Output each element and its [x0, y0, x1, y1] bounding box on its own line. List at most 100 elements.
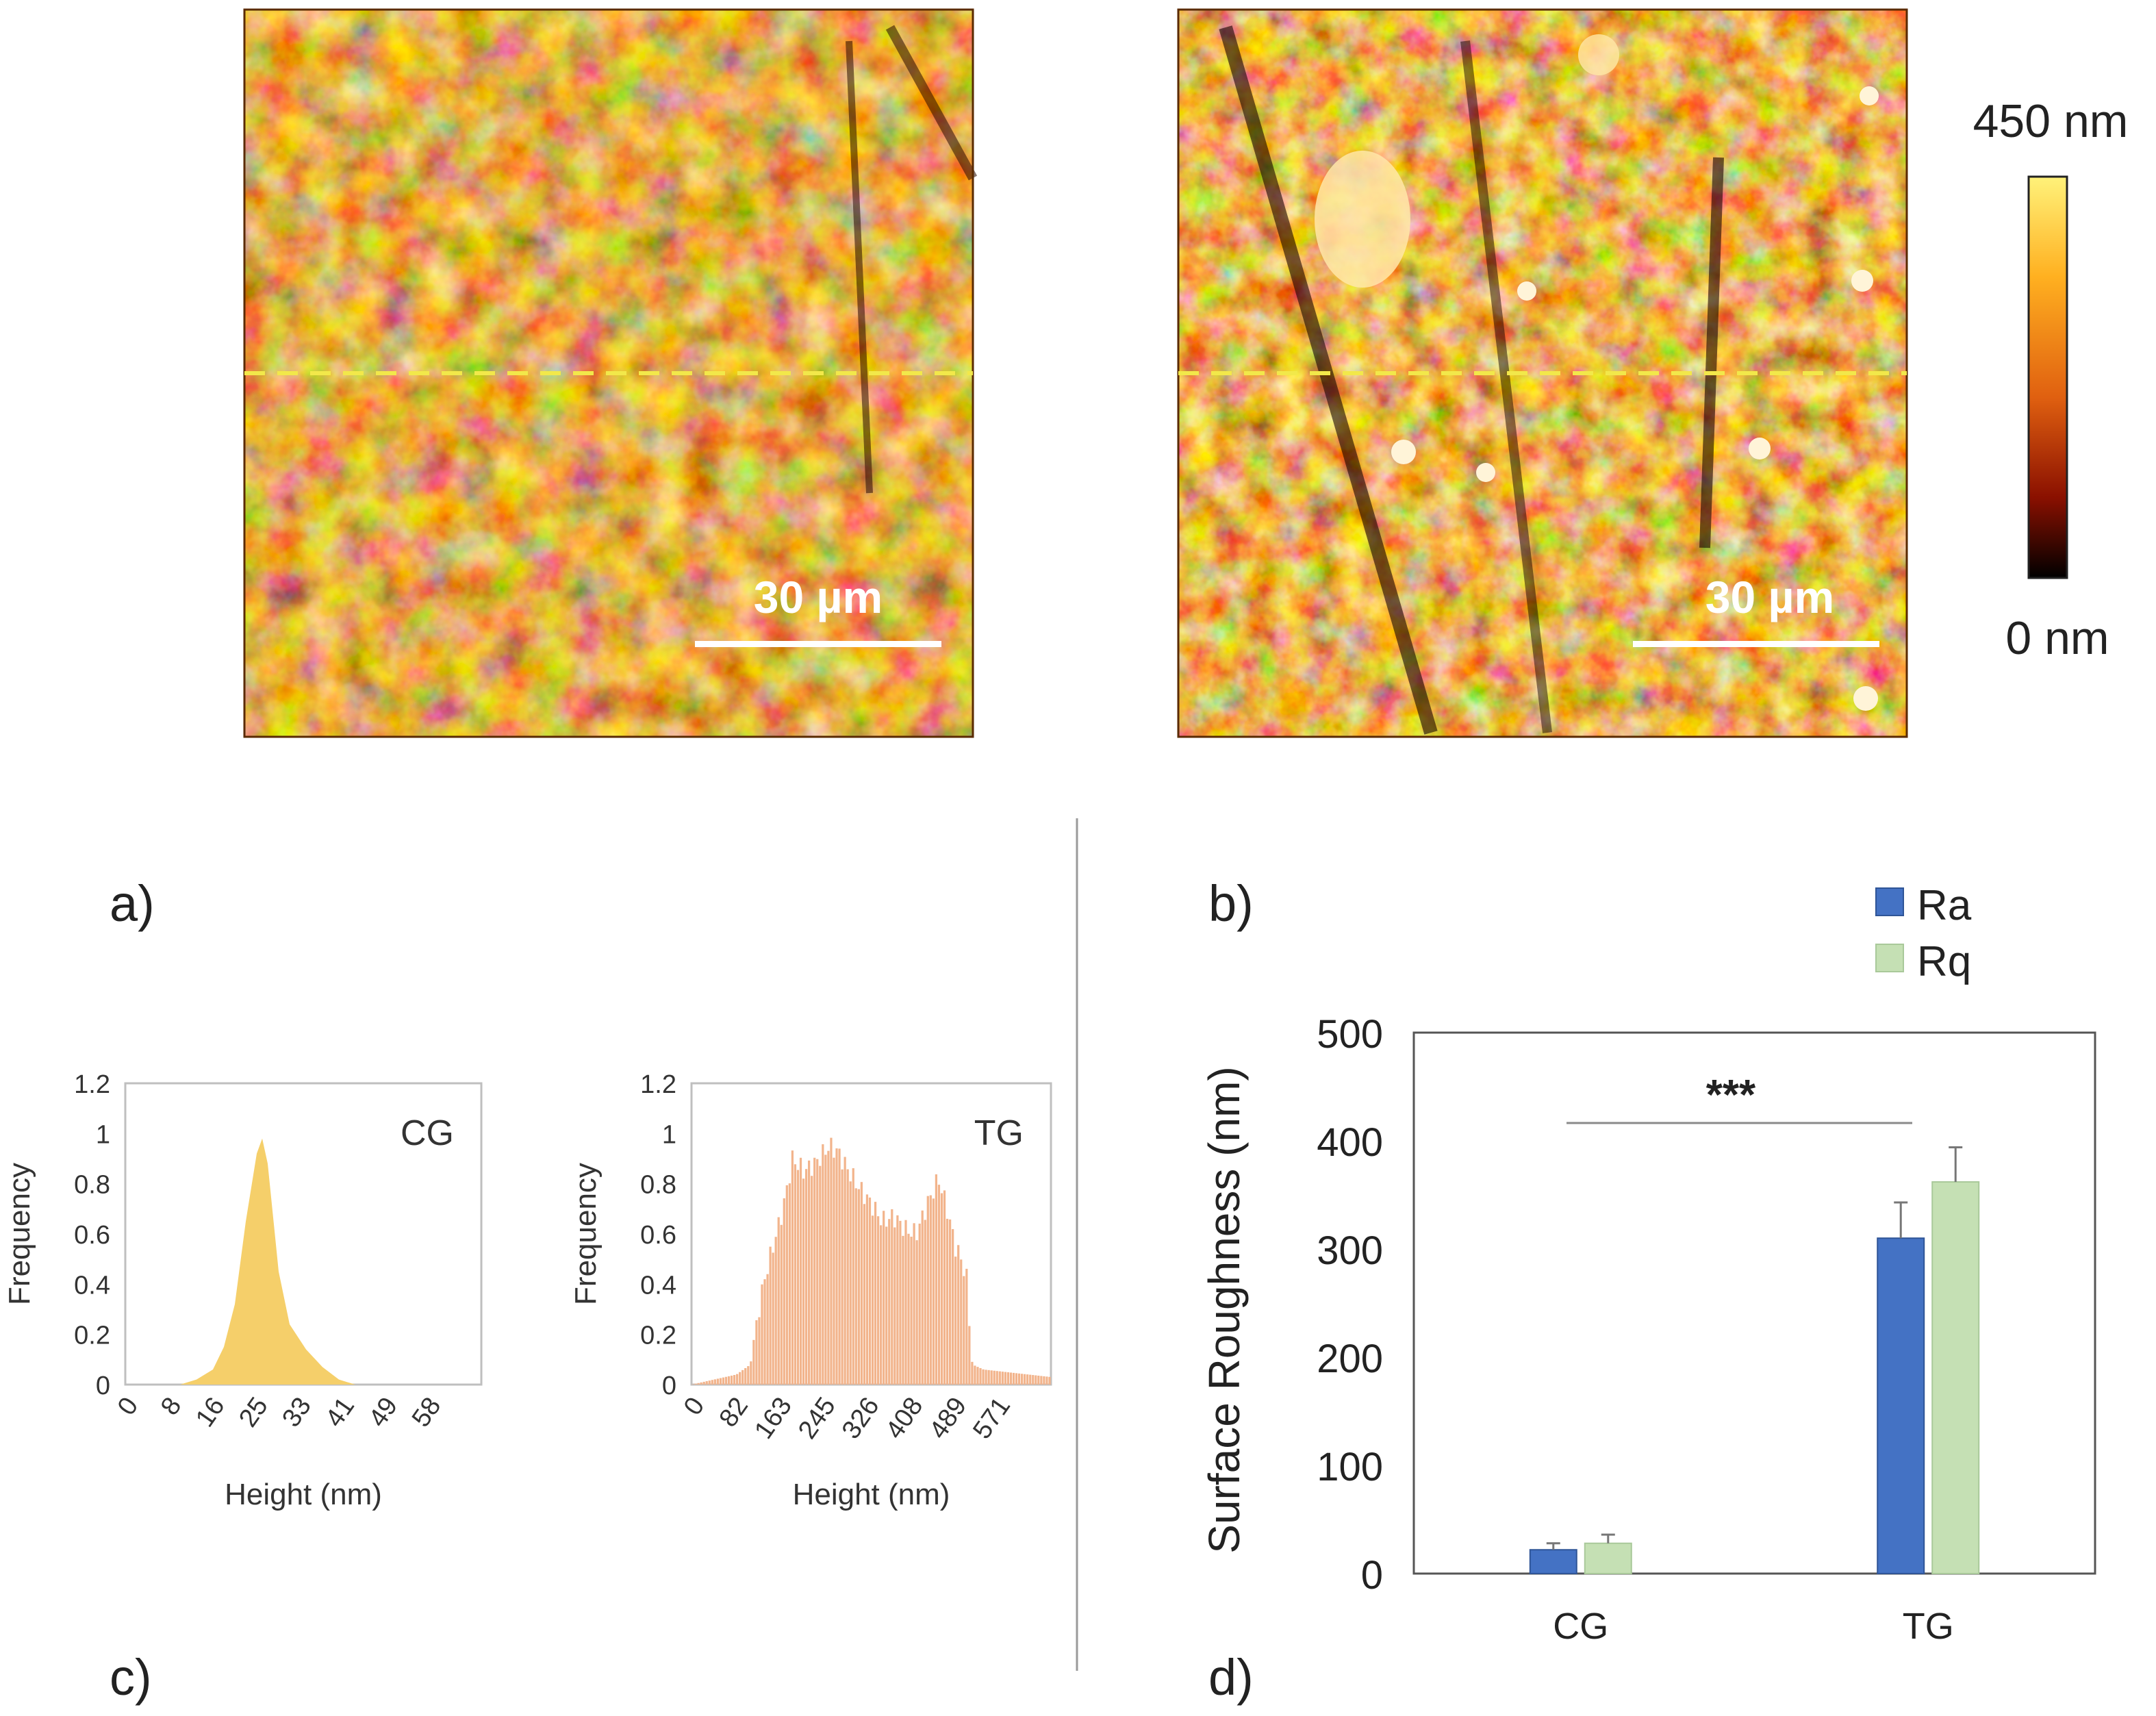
y-axis-title: Surface Roughness (nm) — [1200, 1066, 1249, 1553]
histogram-bar — [844, 1157, 846, 1385]
histogram-bar — [965, 1268, 968, 1385]
histogram-bar — [990, 1370, 993, 1385]
histogram-bar — [976, 1367, 979, 1385]
histogram-bar — [730, 1375, 733, 1385]
histogram-bar — [1009, 1372, 1013, 1385]
histogram-bar — [838, 1148, 841, 1385]
x-tick-label: 408 — [880, 1392, 929, 1444]
y-tick-label: 400 — [1317, 1120, 1383, 1165]
x-tick-label: 571 — [967, 1392, 1016, 1444]
histogram-bar — [937, 1185, 941, 1385]
scale-bar-label-tg: 30 µm — [1705, 572, 1834, 622]
histogram-bar — [769, 1246, 772, 1385]
histogram-bar — [863, 1204, 866, 1385]
histogram-bar — [1006, 1372, 1010, 1385]
histogram-bar — [893, 1227, 896, 1385]
x-tick-label: 163 — [749, 1392, 798, 1444]
histogram-bar — [1048, 1376, 1051, 1385]
histogram-bar — [816, 1159, 819, 1385]
x-tick-label: 33 — [277, 1392, 317, 1433]
histogram-bar — [849, 1181, 852, 1385]
histogram-bar — [841, 1169, 844, 1385]
x-tick-label: 58 — [407, 1392, 447, 1433]
y-axis-title: Frequency — [3, 1163, 36, 1305]
x-tick-label: 82 — [714, 1392, 754, 1433]
histogram-bar — [1043, 1376, 1045, 1385]
histogram-bar — [727, 1376, 731, 1385]
histogram-bar — [774, 1237, 777, 1385]
histogram-bar — [987, 1370, 990, 1385]
histogram-bar — [736, 1374, 739, 1385]
histogram-bar — [915, 1240, 918, 1385]
histogram-bar — [830, 1137, 833, 1385]
histogram-bar — [827, 1150, 830, 1385]
histogram-bar — [904, 1220, 907, 1385]
histogram-bar — [796, 1170, 800, 1385]
histogram-bar — [1045, 1376, 1048, 1385]
histogram-bar — [752, 1339, 755, 1385]
histogram-bar — [1037, 1375, 1040, 1385]
histogram-bar — [824, 1154, 827, 1385]
histogram-bar — [1012, 1372, 1015, 1385]
histogram-bar — [896, 1215, 899, 1385]
bar-ra — [1877, 1237, 1925, 1574]
histogram-bar — [694, 1383, 697, 1385]
y-tick-label: 1 — [96, 1120, 110, 1149]
histogram-bar — [716, 1378, 719, 1385]
histogram-bar — [697, 1383, 700, 1385]
histogram-bar — [888, 1219, 891, 1385]
histogram-bar — [700, 1382, 702, 1385]
legend-label-rq: Rq — [1917, 938, 1971, 985]
histogram-bar — [948, 1219, 952, 1385]
histogram-bar — [1035, 1375, 1037, 1385]
y-tick-label: 0.8 — [640, 1171, 676, 1200]
histogram-bar — [833, 1157, 835, 1385]
y-tick-label: 0.6 — [640, 1221, 676, 1250]
histogram-bar — [724, 1376, 728, 1385]
histogram-bar — [902, 1235, 904, 1385]
histogram-bar — [811, 1176, 813, 1385]
histogram-bar — [766, 1274, 769, 1385]
y-tick-label: 0.2 — [640, 1322, 676, 1350]
histogram-bar — [783, 1198, 785, 1385]
histogram-bar — [741, 1370, 744, 1385]
histogram-bar — [705, 1381, 708, 1385]
histogram-bar — [1020, 1374, 1024, 1385]
x-axis-title: Height (nm) — [793, 1478, 950, 1511]
y-tick-label: 0.4 — [74, 1271, 110, 1300]
afm-image-cg — [243, 8, 978, 738]
x-tick-label: TG — [1903, 1606, 1954, 1647]
histogram-bar — [802, 1178, 805, 1385]
histogram-bar — [982, 1369, 985, 1385]
histogram-bar — [885, 1226, 888, 1385]
scale-bar-cg — [695, 641, 941, 647]
y-tick-label: 0.2 — [74, 1322, 110, 1350]
histogram-bar — [874, 1202, 877, 1385]
histogram-bar — [722, 1377, 725, 1385]
histogram-bar — [899, 1220, 902, 1385]
y-tick-label: 0.6 — [74, 1221, 110, 1250]
x-tick-label: 8 — [155, 1392, 188, 1420]
histogram-bar — [819, 1165, 822, 1385]
y-tick-label: 1 — [662, 1120, 676, 1149]
histogram-bar — [799, 1157, 802, 1385]
histogram-bar — [1026, 1374, 1029, 1385]
histogram-bar — [835, 1148, 838, 1385]
histogram-bar — [998, 1371, 1001, 1385]
panel-label-b: b) — [1208, 875, 1254, 932]
legend-label-ra: Ra — [1917, 882, 1972, 929]
histogram-bar — [924, 1220, 926, 1385]
histogram-bar — [954, 1257, 957, 1385]
x-tick-label: 0 — [678, 1392, 711, 1420]
colorbar — [2027, 175, 2068, 579]
x-tick-label: 41 — [320, 1392, 361, 1433]
histogram-bar — [739, 1372, 741, 1385]
x-tick-label: 49 — [364, 1392, 404, 1433]
x-tick-label: CG — [1553, 1606, 1608, 1647]
histogram-bar — [1024, 1374, 1026, 1385]
histogram-bar — [758, 1317, 761, 1385]
histogram-bar — [910, 1237, 913, 1385]
histogram-bar — [971, 1361, 974, 1385]
